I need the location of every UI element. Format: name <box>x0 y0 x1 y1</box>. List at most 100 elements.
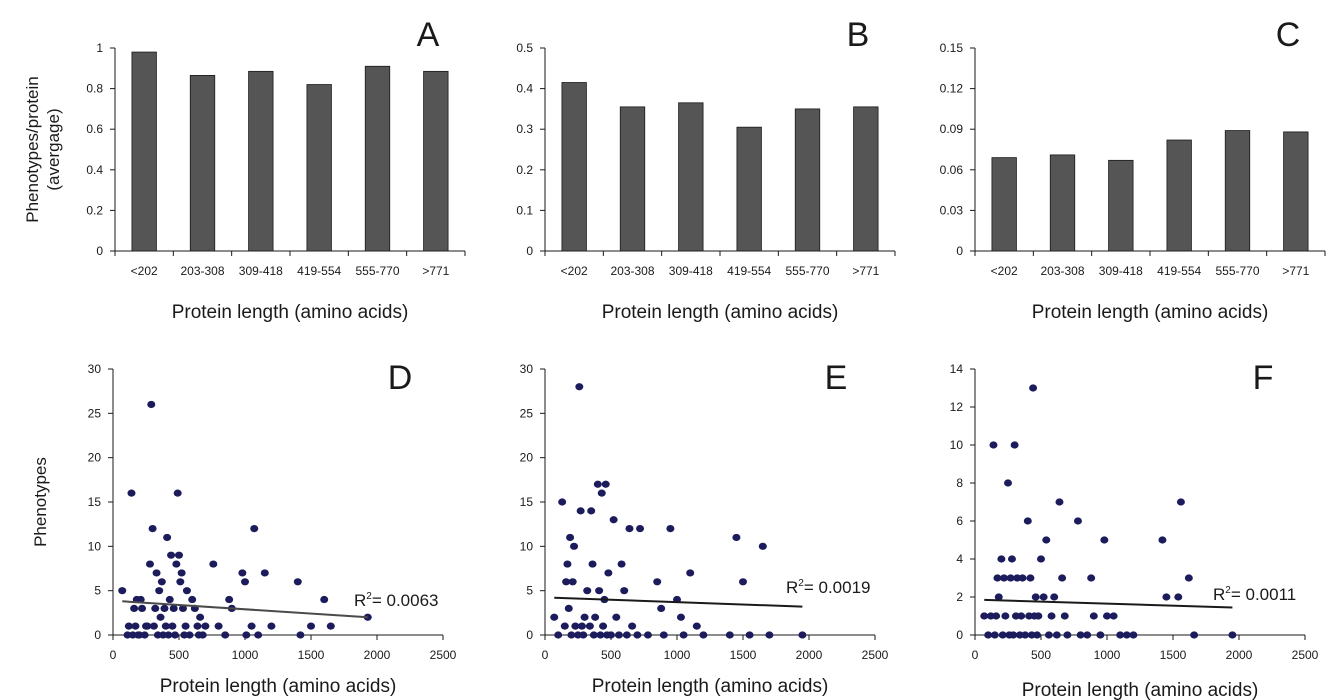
x-tick-label: 1000 <box>232 648 259 662</box>
data-point <box>182 587 191 595</box>
panel-letter: A <box>417 16 440 54</box>
data-point <box>127 489 136 497</box>
y-axis-label: (avergage) <box>44 108 63 190</box>
data-point <box>699 631 708 639</box>
data-point <box>149 622 158 630</box>
data-point <box>563 560 572 568</box>
y-tick-label: 20 <box>88 451 102 465</box>
data-point <box>1162 593 1171 601</box>
y-tick-label: 0 <box>526 628 533 642</box>
data-point <box>580 613 589 621</box>
y-tick-label: 10 <box>950 438 964 452</box>
y-tick-label: 8 <box>956 476 963 490</box>
y-tick-label: 12 <box>950 400 964 414</box>
data-point <box>1174 593 1183 601</box>
data-point <box>157 578 166 586</box>
r-squared-r: R <box>1213 585 1225 604</box>
data-point <box>171 631 180 639</box>
data-point <box>597 489 606 497</box>
data-point <box>550 613 559 621</box>
data-point <box>296 631 305 639</box>
x-tick-label: 500 <box>601 648 621 662</box>
bar <box>131 51 157 252</box>
data-point <box>1122 631 1131 639</box>
data-point <box>118 587 127 595</box>
data-point <box>1190 631 1199 639</box>
data-point <box>593 480 602 488</box>
r-squared-superscript: 2 <box>366 591 372 602</box>
y-tick-label: 0.2 <box>516 163 533 177</box>
data-point <box>566 533 575 542</box>
data-point <box>1129 631 1138 639</box>
bar <box>619 106 646 252</box>
trendline <box>122 600 368 619</box>
data-point <box>242 631 251 639</box>
data-point <box>628 622 637 630</box>
x-tick-label: <202 <box>991 264 1018 278</box>
data-point <box>558 498 567 506</box>
data-point <box>1021 631 1030 639</box>
x-tick-label: 309-418 <box>1099 264 1143 278</box>
data-point <box>1004 479 1012 487</box>
data-point <box>1089 612 1098 620</box>
data-point <box>1006 574 1015 582</box>
data-point <box>562 578 571 586</box>
x-tick-label: 2500 <box>1292 648 1319 662</box>
bar <box>1108 159 1134 252</box>
data-point <box>560 622 569 630</box>
y-tick-label: 0.2 <box>86 203 103 217</box>
bar <box>364 65 391 252</box>
data-point <box>178 604 187 613</box>
x-tick-label: <202 <box>561 264 588 278</box>
data-point <box>173 489 182 497</box>
data-point <box>307 622 315 630</box>
x-tick-label: 0 <box>110 648 117 662</box>
data-point <box>250 525 259 533</box>
panel-a: A 0 0.2 0.4 0.6 0.8 1 <202 203-308 309-418 419-554… <box>23 16 466 323</box>
x-tick-label: 1500 <box>298 648 325 662</box>
data-point <box>1087 574 1096 582</box>
data-point <box>148 525 157 533</box>
data-point <box>1018 574 1027 582</box>
x-axis-label: Protein length (amino acids) <box>592 676 829 697</box>
y-tick-label: 0.1 <box>516 203 533 217</box>
data-point <box>320 595 329 604</box>
x-tick-label: >771 <box>852 264 879 278</box>
data-point <box>147 400 156 409</box>
data-point <box>124 622 133 630</box>
data-point <box>1103 612 1111 620</box>
data-point <box>156 613 165 621</box>
data-point <box>188 595 197 604</box>
bar <box>736 126 762 252</box>
y-tick-label: 1 <box>96 41 103 55</box>
data-point <box>172 560 181 568</box>
x-tick-label: 500 <box>1031 648 1051 662</box>
bar <box>1166 139 1192 252</box>
data-point <box>984 631 993 639</box>
data-point <box>163 533 172 542</box>
data-point <box>1031 593 1040 601</box>
data-point <box>160 604 169 613</box>
data-point <box>567 631 576 639</box>
data-point <box>1037 555 1045 563</box>
y-tick-label: 0 <box>96 244 103 258</box>
data-point <box>175 551 183 559</box>
data-point <box>238 569 247 577</box>
data-point <box>1058 574 1067 582</box>
data-point <box>181 622 190 630</box>
data-point <box>198 631 207 639</box>
y-tick-label: 0.6 <box>86 122 103 136</box>
data-point <box>1158 536 1167 544</box>
data-point <box>636 525 645 533</box>
x-tick-label: 500 <box>169 648 189 662</box>
y-tick-label: 0.5 <box>516 41 533 55</box>
y-tick-label: 30 <box>520 362 534 376</box>
y-tick-label: 2 <box>956 590 963 604</box>
x-tick-label: 555-770 <box>355 264 399 278</box>
bar <box>678 102 704 252</box>
data-point <box>614 631 623 639</box>
data-point <box>1063 631 1072 639</box>
data-point <box>607 631 615 639</box>
panel-letter: D <box>388 359 413 397</box>
